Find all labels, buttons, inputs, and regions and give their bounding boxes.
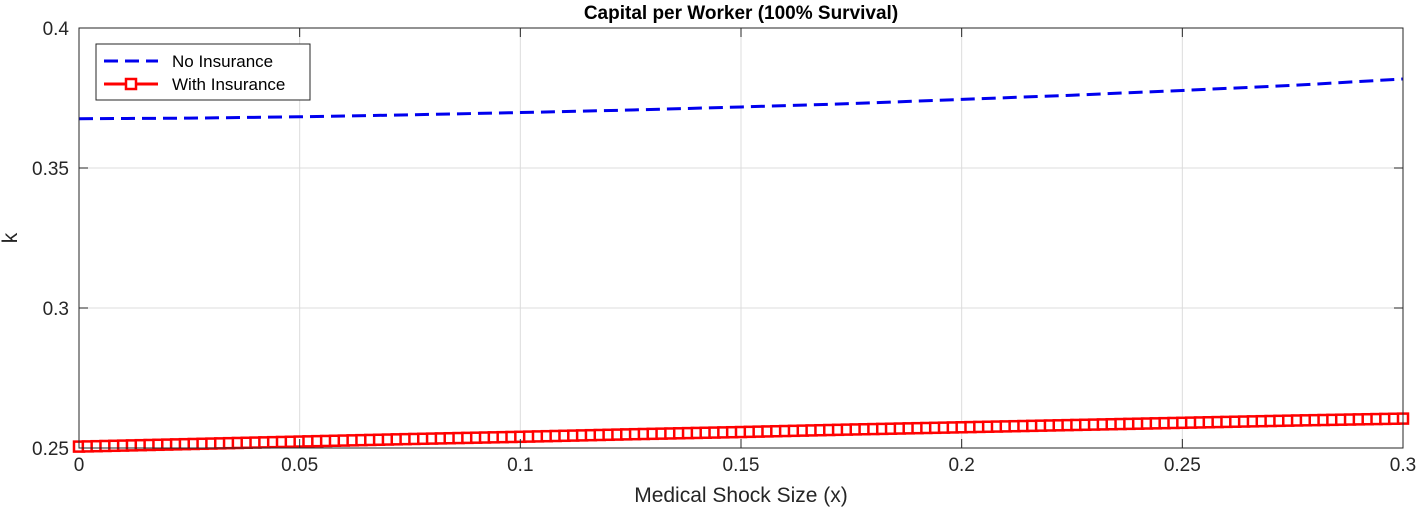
x-axis-label: Medical Shock Size (x) (634, 484, 848, 507)
series-line-no-insurance (78, 77, 1404, 121)
y-axis-label: k (0, 232, 22, 243)
legend-box (95, 43, 311, 101)
x-tick-label: 0.05 (281, 455, 318, 476)
x-tick-label: 0.25 (1164, 455, 1201, 476)
series-layer (72, 77, 1410, 453)
chart-title: Capital per Worker (100% Survival) (584, 3, 898, 24)
x-tick-label: 0.15 (723, 455, 760, 476)
y-axis-ticks: 0.25 0.3 0.35 0.4 (32, 19, 1403, 460)
x-tick-label: 0 (74, 455, 85, 476)
series-with-insurance (72, 412, 1410, 453)
y-tick-label: 0.3 (43, 299, 69, 320)
x-axis-ticks: 0 0.05 0.1 0.15 0.2 0.25 0.3 (74, 28, 1416, 476)
x-tick-label: 0.1 (507, 455, 533, 476)
legend-label-with-insurance: With Insurance (172, 75, 285, 94)
y-tick-label: 0.25 (32, 439, 69, 460)
y-tick-label: 0.4 (43, 19, 70, 40)
legend-marker-with-insurance (124, 77, 138, 91)
series-no-insurance (78, 77, 1404, 121)
y-tick-label: 0.35 (32, 159, 69, 180)
x-tick-label: 0.3 (1390, 455, 1416, 476)
legend: No Insurance With Insurance (95, 43, 311, 101)
legend-label-no-insurance: No Insurance (172, 52, 273, 71)
x-tick-label: 0.2 (948, 455, 974, 476)
